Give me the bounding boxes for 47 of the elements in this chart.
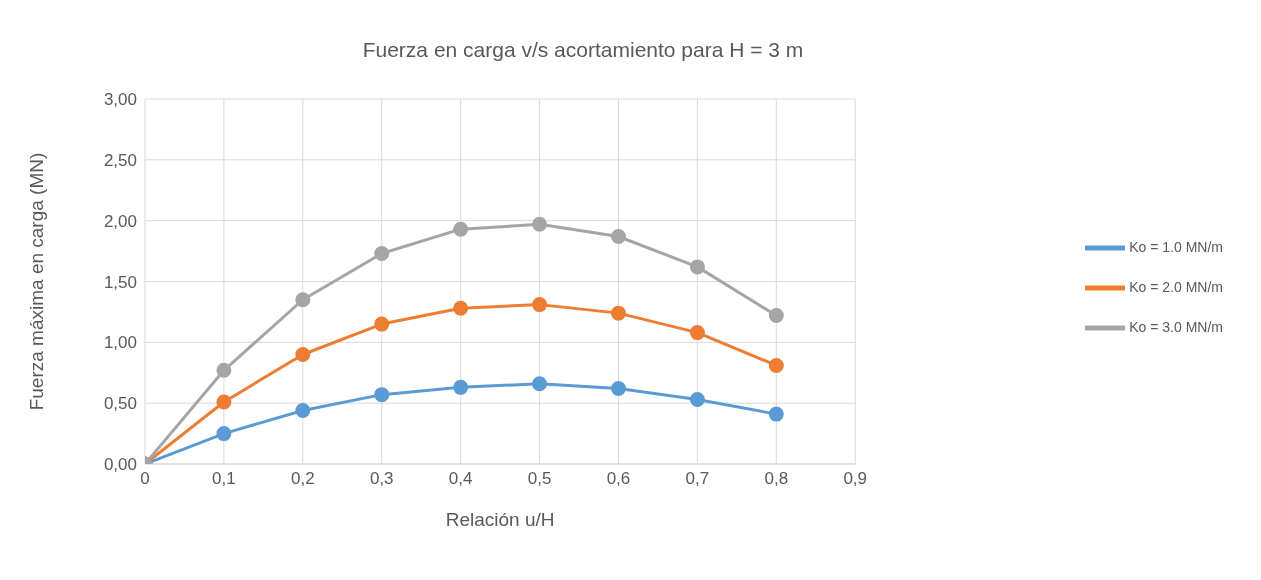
legend-label: Ko = 3.0 MN/m [1129, 318, 1223, 335]
point [374, 246, 390, 262]
legend-label: Ko = 2.0 MN/m [1129, 278, 1223, 295]
point [374, 387, 390, 403]
point [295, 402, 311, 418]
y-tick-label: 2,50 [103, 150, 137, 170]
y-tick-label: 2,00 [103, 211, 137, 231]
x-tick-label: 0,9 [843, 469, 868, 489]
point [689, 325, 705, 341]
x-tick-label: 0,7 [685, 469, 710, 489]
chart-title: Fuerza en carga v/s acortamiento para H = 3 m [361, 38, 805, 62]
x-tick-label: 0,5 [527, 469, 552, 489]
x-axis-title: Relación u/H [445, 509, 555, 530]
x-tick-label: 0,2 [291, 469, 315, 489]
point [768, 357, 784, 373]
point [295, 292, 311, 308]
x-tick-label: 0,4 [448, 469, 473, 489]
x-tick-label: 0 [140, 469, 150, 489]
legend-label: Ko = 1.0 MN/m [1129, 238, 1223, 255]
y-tick-label: 1,00 [103, 333, 137, 353]
y-tick-label: 3,00 [103, 90, 137, 110]
point [216, 362, 232, 378]
point [295, 347, 311, 362]
point [453, 379, 469, 395]
x-tick-label: 0,3 [369, 469, 394, 489]
point [768, 406, 784, 422]
point [610, 228, 626, 244]
y-axis-title: Fuerza máxima en carga (MN) [25, 152, 47, 411]
point [216, 394, 232, 410]
point [768, 308, 784, 324]
point [532, 297, 548, 313]
point [374, 316, 390, 332]
point [610, 305, 626, 321]
point [532, 216, 548, 232]
point [610, 381, 626, 397]
y-tick-label: 0,50 [103, 394, 137, 414]
point [689, 259, 705, 275]
point [453, 221, 469, 237]
y-tick-label: 1,50 [103, 272, 137, 292]
x-tick-label: 0,1 [212, 469, 236, 489]
point [689, 392, 705, 408]
y-tick-label: 0,00 [103, 455, 137, 475]
point [453, 300, 469, 316]
x-tick-label: 0,6 [606, 469, 631, 489]
x-tick-label: 0,8 [764, 469, 789, 489]
point [532, 376, 548, 392]
point [216, 426, 232, 442]
